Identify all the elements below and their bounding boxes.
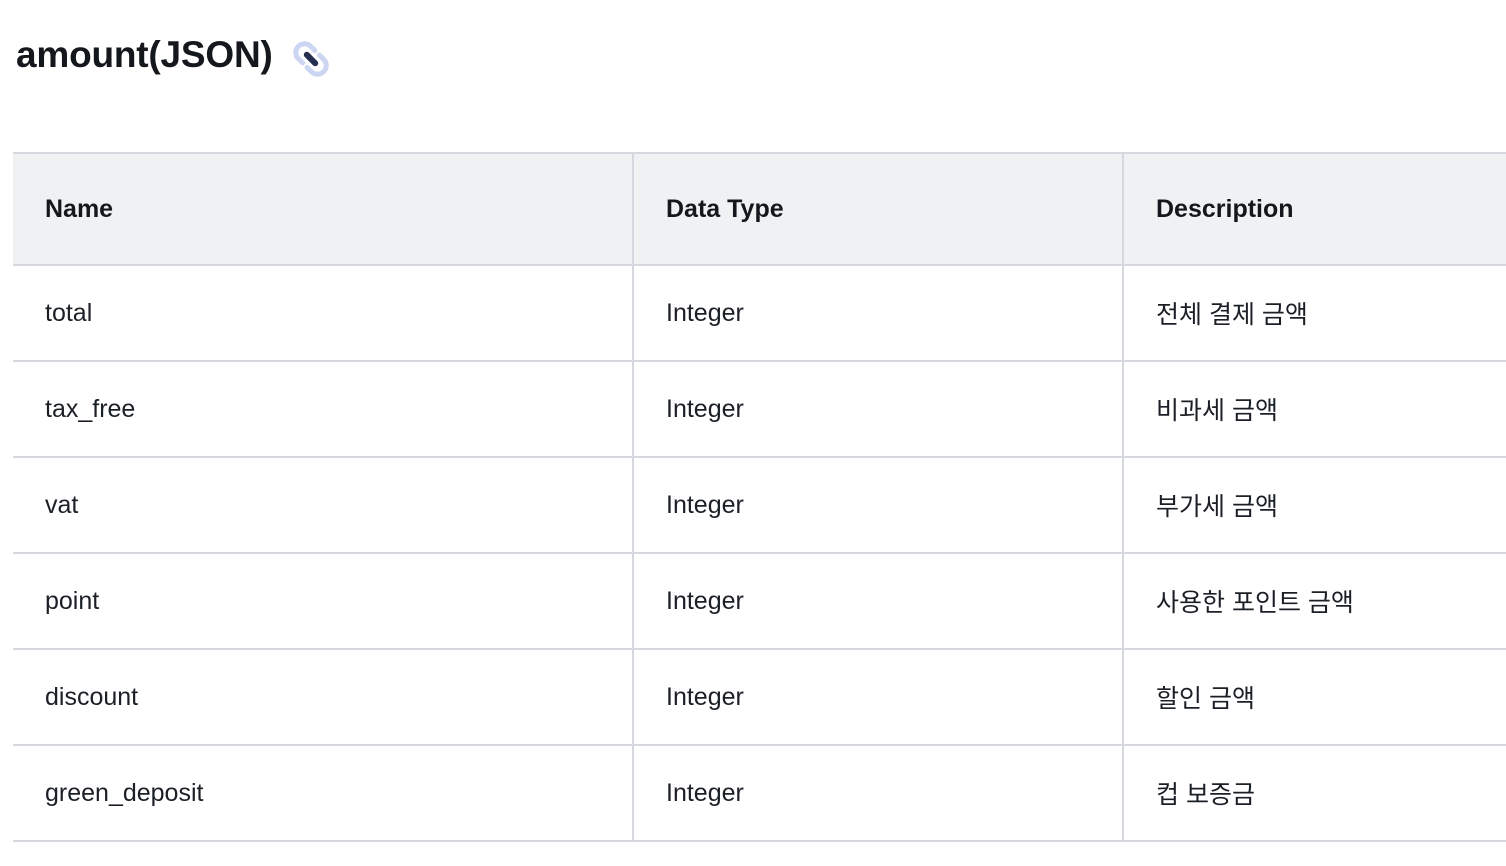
fields-table: Name Data Type Description total Integer…	[13, 152, 1506, 842]
cell-data-type: Integer	[632, 745, 1123, 842]
table-row: discount Integer 할인 금액	[13, 649, 1506, 746]
cell-data-type: Integer	[632, 361, 1123, 458]
table-row: vat Integer 부가세 금액	[13, 457, 1506, 554]
cell-description: 부가세 금액	[1122, 457, 1506, 554]
cell-name: point	[13, 553, 633, 650]
section-heading: amount(JSON)	[16, 32, 1506, 78]
docs-page: amount(JSON) Name Data Type Description	[13, 32, 1506, 842]
cell-description: 할인 금액	[1122, 649, 1506, 746]
page-title: amount(JSON)	[16, 34, 273, 75]
column-header-name: Name	[13, 153, 633, 266]
cell-description: 비과세 금액	[1122, 361, 1506, 458]
table-header: Name Data Type Description	[13, 153, 1506, 266]
link-icon[interactable]	[289, 35, 333, 83]
cell-name: vat	[13, 457, 633, 554]
cell-name: total	[13, 265, 633, 362]
header-row: Name Data Type Description	[13, 153, 1506, 266]
column-header-data-type: Data Type	[632, 153, 1123, 266]
cell-description: 컵 보증금	[1122, 745, 1506, 842]
table-row: point Integer 사용한 포인트 금액	[13, 553, 1506, 650]
cell-data-type: Integer	[632, 457, 1123, 554]
cell-description: 사용한 포인트 금액	[1122, 553, 1506, 650]
table-row: tax_free Integer 비과세 금액	[13, 361, 1506, 458]
cell-name: discount	[13, 649, 633, 746]
column-header-description: Description	[1122, 153, 1506, 266]
cell-data-type: Integer	[632, 265, 1123, 362]
table-body: total Integer 전체 결제 금액 tax_free Integer …	[13, 265, 1506, 842]
table-row: green_deposit Integer 컵 보증금	[13, 745, 1506, 842]
cell-data-type: Integer	[632, 553, 1123, 650]
cell-name: green_deposit	[13, 745, 633, 842]
cell-data-type: Integer	[632, 649, 1123, 746]
table-row: total Integer 전체 결제 금액	[13, 265, 1506, 362]
cell-name: tax_free	[13, 361, 633, 458]
cell-description: 전체 결제 금액	[1122, 265, 1506, 362]
